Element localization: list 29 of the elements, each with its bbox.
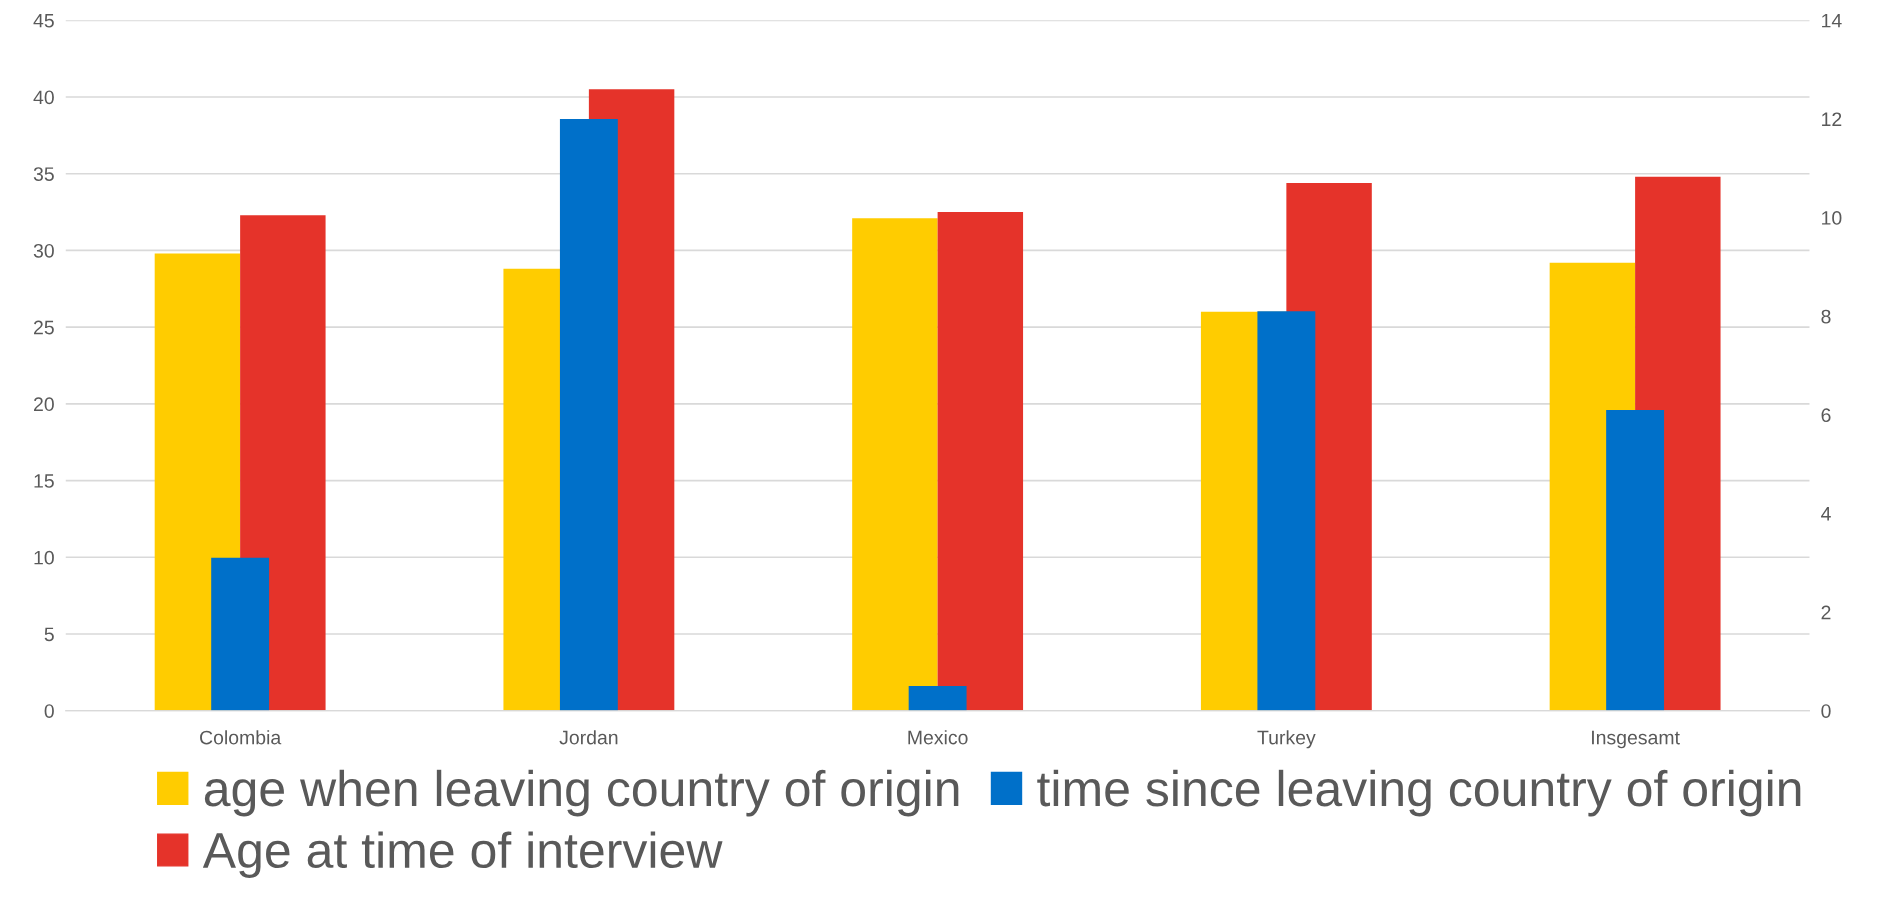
y2-tick-label: 12 bbox=[1822, 112, 1842, 126]
x-tick-label: Insgesamt bbox=[1592, 730, 1680, 749]
x-tick-label: Colombia bbox=[200, 730, 282, 745]
bar bbox=[852, 218, 938, 711]
y2-tick-label: 8 bbox=[1821, 309, 1831, 324]
y-tick-label: 25 bbox=[34, 320, 54, 335]
y-tick-label: 30 bbox=[33, 243, 54, 258]
y2-tick-label: 0 bbox=[1821, 704, 1831, 718]
bar bbox=[908, 686, 967, 711]
y-tick-label: 20 bbox=[34, 397, 54, 412]
x-tick-label: Jordan bbox=[559, 730, 618, 745]
y2-tick-label: 6 bbox=[1821, 408, 1831, 423]
y-tick-label: 0 bbox=[44, 704, 54, 718]
y2-tick-label: 2 bbox=[1821, 605, 1831, 620]
legend-label: time since leaving country of origin bbox=[1037, 769, 1801, 817]
y2-tick-label: 14 bbox=[1822, 13, 1842, 28]
y-tick-label: 10 bbox=[34, 550, 54, 565]
y2-tick-label: 4 bbox=[1821, 507, 1831, 521]
y-tick-label: 45 bbox=[33, 13, 54, 28]
x-tick-label: Turkey bbox=[1257, 730, 1316, 749]
y-tick-label: 5 bbox=[44, 627, 54, 642]
y-tick-label: 40 bbox=[33, 90, 54, 105]
y-tick-label: 35 bbox=[33, 167, 54, 181]
y-tick-label: 15 bbox=[34, 474, 54, 488]
legend-label: age when leaving country of origin bbox=[204, 769, 959, 817]
legend-label: Age at time of interview bbox=[202, 831, 723, 878]
x-tick-label: Mexico bbox=[908, 730, 968, 745]
bar bbox=[937, 212, 1024, 711]
y2-tick-label: 10 bbox=[1822, 211, 1842, 225]
